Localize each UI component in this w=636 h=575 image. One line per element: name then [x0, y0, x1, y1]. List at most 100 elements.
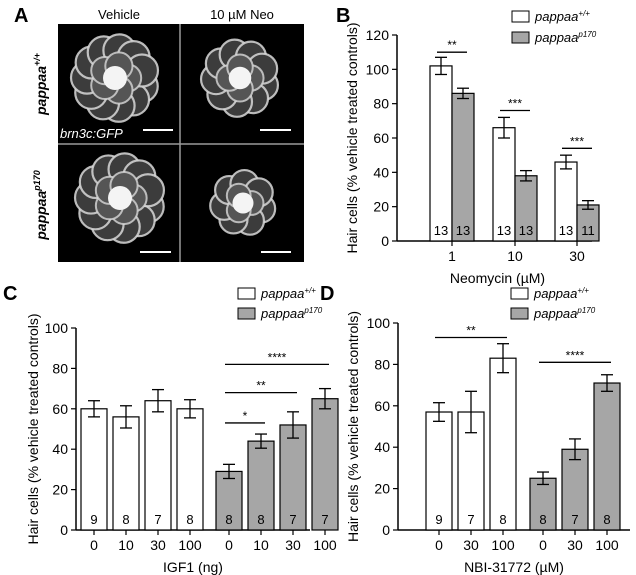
significance-stars: **	[256, 379, 266, 393]
micrograph-panel: brn3c:GFP	[58, 24, 304, 262]
legend-c: pappaa+/+ pappaap170	[237, 286, 323, 321]
y-tick-label: 40	[373, 164, 389, 180]
x-tick-label: 1	[448, 248, 456, 264]
sample-size-label: 11	[581, 223, 595, 238]
x-tick-label: 30	[285, 537, 301, 553]
y-tick-label: 80	[374, 356, 390, 372]
sample-size-label: 8	[499, 512, 506, 527]
legend-label-mutant: pappaap170	[534, 30, 597, 45]
y-tick-label: 60	[374, 398, 390, 414]
sample-size-label: 7	[467, 512, 474, 527]
y-tick-label: 60	[373, 130, 389, 146]
x-axis-label: Neomycin (µM)	[450, 270, 545, 286]
sample-size-label: 8	[539, 512, 546, 527]
column-label-neomycin: 10 µM Neo	[210, 7, 274, 22]
x-tick-label: 100	[595, 537, 619, 553]
legend-swatch-mutant	[510, 307, 529, 320]
row-label-wildtype: pappaa+/+	[32, 52, 49, 116]
legend-swatch-mutant	[237, 307, 256, 320]
y-tick-label: 80	[373, 96, 389, 112]
sample-size-label: 13	[456, 223, 470, 238]
x-tick-label: 30	[569, 248, 585, 264]
x-tick-label: 100	[491, 537, 515, 553]
x-tick-label: 10	[507, 248, 523, 264]
legend-label-mutant: pappaap170	[533, 306, 596, 321]
significance-stars: ****	[268, 350, 287, 364]
legend-label-wildtype: pappaa+/+	[260, 286, 316, 301]
hair-bundle-center	[232, 192, 254, 214]
x-tick-label: 30	[150, 537, 166, 553]
x-tick-label: 30	[463, 537, 479, 553]
sample-size-label: 7	[154, 512, 161, 527]
significance-stars: **	[466, 323, 476, 337]
sample-size-label: 9	[435, 512, 442, 527]
bar	[529, 477, 557, 531]
bar	[429, 65, 453, 242]
y-axis-label: Hair cells (% vehicle treated controls)	[25, 313, 41, 544]
legend-d: pappaa+/+ pappaap170	[510, 286, 596, 321]
y-tick-label: 20	[52, 482, 68, 498]
panel-d-label: D	[320, 283, 334, 305]
x-tick-label: 0	[539, 537, 547, 553]
sample-size-label: 8	[603, 512, 610, 527]
legend-label-wildtype: pappaa+/+	[533, 286, 589, 301]
hair-bundle-center	[108, 186, 132, 210]
legend-label-mutant: pappaap170	[260, 306, 323, 321]
hair-bundle-center	[228, 66, 252, 90]
hair-cell-cluster-wt-vehicle	[69, 33, 160, 123]
bar	[451, 92, 475, 242]
y-tick-label: 40	[374, 439, 390, 455]
y-tick-label: 40	[52, 441, 68, 457]
sample-size-label: 9	[90, 512, 97, 527]
x-tick-label: 0	[435, 537, 443, 553]
panel-c-label: C	[3, 283, 17, 305]
y-tick-label: 100	[366, 61, 390, 77]
sample-size-label: 8	[122, 512, 129, 527]
significance-stars: ***	[570, 134, 584, 148]
panel-b-label: B	[336, 5, 350, 27]
sample-size-label: 13	[559, 223, 573, 238]
hair-cell-cluster-mut-vehicle	[73, 152, 166, 244]
significance-stars: *	[243, 409, 248, 423]
y-tick-label: 20	[374, 481, 390, 497]
y-axis-label: Hair cells (% vehicle treated controls)	[345, 311, 361, 542]
reporter-label: brn3c:GFP	[60, 126, 123, 141]
y-tick-label: 0	[60, 522, 68, 538]
hair-cell-cluster-mut-neo	[209, 168, 277, 236]
legend-label-wildtype: pappaa+/+	[534, 9, 590, 24]
legend-swatch-wildtype	[237, 287, 256, 300]
sample-size-label: 13	[434, 223, 448, 238]
sample-size-label: 13	[519, 223, 533, 238]
y-tick-label: 120	[366, 27, 390, 43]
sample-size-label: 13	[497, 223, 511, 238]
bar	[80, 408, 108, 531]
bar	[593, 382, 621, 531]
y-axis-label: Hair cells (% vehicle treated controls)	[344, 22, 360, 253]
y-tick-label: 0	[382, 522, 390, 538]
x-tick-label: 10	[118, 537, 134, 553]
sample-size-label: 7	[321, 512, 328, 527]
sample-size-label: 8	[257, 512, 264, 527]
x-axis-label: IGF1 (ng)	[163, 559, 223, 575]
significance-stars: **	[447, 38, 457, 52]
sample-size-label: 8	[225, 512, 232, 527]
x-tick-label: 100	[178, 537, 202, 553]
x-tick-label: 0	[225, 537, 233, 553]
legend-swatch-wildtype	[510, 287, 529, 300]
y-tick-label: 20	[373, 199, 389, 215]
x-tick-label: 100	[313, 537, 337, 553]
significance-stars: ****	[566, 348, 585, 362]
x-tick-label: 30	[567, 537, 583, 553]
chart-b: 0 20 40 60 80 100 120 Hair cells (% vehicle tre…	[344, 22, 600, 286]
row-label-mutant: pappaap170	[32, 170, 49, 241]
bar	[311, 398, 339, 531]
x-tick-label: 0	[90, 537, 98, 553]
bar	[279, 424, 307, 531]
column-label-vehicle: Vehicle	[98, 7, 140, 22]
y-tick-label: 0	[381, 233, 389, 249]
x-tick-label: 10	[253, 537, 269, 553]
legend-swatch-mutant	[511, 31, 530, 44]
legend-b: pappaa+/+ pappaap170	[511, 9, 597, 45]
